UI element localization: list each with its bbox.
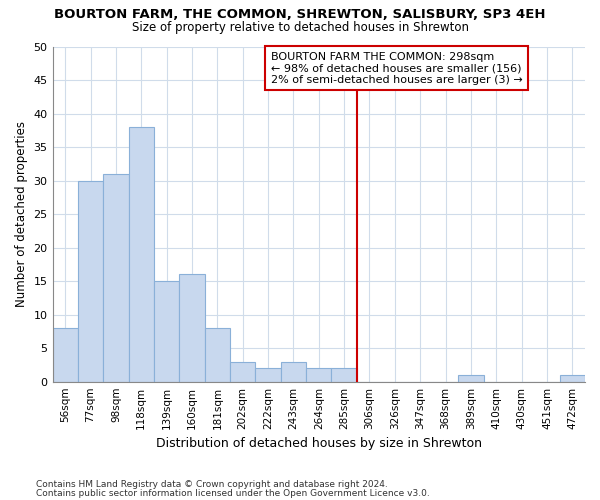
Bar — [78, 180, 103, 382]
Bar — [53, 328, 78, 382]
Text: BOURTON FARM, THE COMMON, SHREWTON, SALISBURY, SP3 4EH: BOURTON FARM, THE COMMON, SHREWTON, SALI… — [54, 8, 546, 20]
Bar — [205, 328, 230, 382]
Bar — [128, 127, 154, 382]
Bar — [306, 368, 331, 382]
X-axis label: Distribution of detached houses by size in Shrewton: Distribution of detached houses by size … — [156, 437, 482, 450]
Bar — [230, 362, 256, 382]
Bar — [281, 362, 306, 382]
Text: Size of property relative to detached houses in Shrewton: Size of property relative to detached ho… — [131, 21, 469, 34]
Text: BOURTON FARM THE COMMON: 298sqm
← 98% of detached houses are smaller (156)
2% of: BOURTON FARM THE COMMON: 298sqm ← 98% of… — [271, 52, 523, 84]
Bar — [154, 281, 179, 382]
Bar — [458, 375, 484, 382]
Y-axis label: Number of detached properties: Number of detached properties — [15, 121, 28, 307]
Bar — [331, 368, 357, 382]
Bar — [103, 174, 128, 382]
Text: Contains HM Land Registry data © Crown copyright and database right 2024.: Contains HM Land Registry data © Crown c… — [36, 480, 388, 489]
Bar — [256, 368, 281, 382]
Text: Contains public sector information licensed under the Open Government Licence v3: Contains public sector information licen… — [36, 489, 430, 498]
Bar — [560, 375, 585, 382]
Bar — [179, 274, 205, 382]
